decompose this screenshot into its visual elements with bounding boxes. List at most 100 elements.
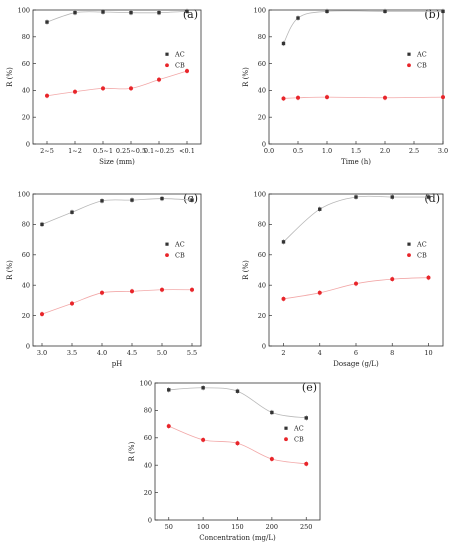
chart-4-series-AC-point-1 (201, 386, 205, 390)
chart-4-series-AC-point-2 (235, 389, 240, 393)
chart-3-series-CB-point-3 (390, 277, 395, 282)
chart-4-x-tick-label-1: 100 (197, 523, 209, 531)
chart-2-x-tick-label-2: 4.0 (97, 349, 107, 357)
chart-1-legend-AC-marker (407, 52, 411, 56)
chart-2-series-CB-point-4 (160, 287, 164, 292)
chart-0-series-AC-fit-line (46, 10, 188, 23)
chart-3-series-CB-point-1 (317, 290, 322, 295)
chart-1-x-tick-label-3: 1.5 (351, 147, 361, 155)
chart-1-series-CB-point-3 (383, 95, 387, 100)
chart-4-legend-CB-marker (284, 437, 288, 442)
chart-3-x-tick-label-0: 2 (281, 349, 285, 357)
chart-3-x-tick-label-4: 10 (424, 349, 432, 357)
chart-3-series-CB-fit-line (283, 277, 429, 300)
chart-2-series-AC-point-3 (130, 198, 134, 202)
chart-3-y-tick-label-5: 100 (254, 190, 266, 198)
chart-0-series-AC-point-5 (185, 9, 189, 14)
chart-4-y-tick-label-4: 80 (144, 407, 152, 415)
chart-3-legend-CB-label: CB (417, 251, 427, 259)
chart-2-y-tick-label-0: 0 (26, 342, 30, 350)
chart-0-x-tick-label-1: 1~2 (68, 147, 82, 155)
chart-0-series-AC-point-3 (129, 10, 133, 15)
chart-0-legend-AC-marker (165, 52, 169, 56)
chart-0-series-AC-point-0 (45, 20, 49, 24)
chart-4-x-axis-label: Concentration (mg/L) (199, 534, 276, 542)
chart-1-series-CB-point-2 (325, 95, 329, 100)
chart-0-series-CB-point-5 (185, 68, 189, 73)
chart-0-legend-CB-marker (165, 63, 169, 68)
chart-0-series-CB-point-4 (157, 77, 161, 82)
chart-2-x-tick-label-3: 4.5 (127, 349, 137, 357)
chart-3-y-tick-label-4: 80 (258, 221, 266, 229)
chart-2-series-CB-point-2 (100, 290, 104, 295)
chart-2-series-CB-fit-line (41, 289, 193, 315)
chart-3-series-AC-point-0 (281, 240, 286, 244)
chart-1-series-AC-point-1 (296, 16, 300, 20)
chart-2-y-tick-label-1: 20 (22, 312, 30, 320)
chart-3-x-tick-label-1: 4 (318, 349, 322, 357)
chart-0-x-axis-label: Size (mm) (99, 158, 135, 166)
chart-2-x-tick-label-4: 5.0 (157, 349, 167, 357)
chart-2-series-AC-point-0 (40, 222, 44, 227)
chart-1-x-tick-label-6: 3.0 (438, 147, 448, 155)
chart-0-x-tick-label-5: <0.1 (179, 147, 195, 155)
chart-0-legend-CB-label: CB (175, 62, 185, 70)
chart-1-series-AC-fit-line (283, 10, 443, 44)
chart-0-series-AC-point-1 (73, 10, 77, 15)
chart-3-x-tick-label-2: 6 (354, 349, 358, 357)
chart-1-series-AC-point-3 (383, 9, 387, 14)
chart-3-y-axis-label: R (%) (242, 260, 250, 280)
chart-3: 0 20 40 60 80 100 2 4 6 8 10 Dosage (g/L) R (%) (d) AC… (242, 190, 444, 368)
chart-4-legend-AC-marker (284, 426, 288, 430)
chart-3-series-AC-point-2 (354, 195, 358, 199)
chart-3-legend-AC-label: AC (416, 240, 427, 248)
chart-2-series-AC-fit-line (41, 198, 193, 225)
chart-2-y-tick-label-2: 40 (22, 282, 30, 290)
chart-3-series-CB-point-4 (426, 275, 431, 280)
chart-4-x-tick-label-2: 150 (231, 523, 243, 531)
chart-0-series-CB-point-3 (129, 86, 133, 91)
chart-0-series-AC-point-4 (157, 10, 161, 15)
chart-4-x-tick-label-0: 50 (165, 523, 173, 531)
chart-4-legend-CB-label: CB (294, 436, 304, 444)
chart-4-series-CB-point-2 (235, 441, 240, 446)
chart-4-series-CB-point-0 (166, 424, 171, 429)
chart-2-x-axis-label: pH (112, 360, 123, 368)
chart-4-legend-AC-label: AC (293, 425, 304, 433)
chart-4-plot-frame (154, 382, 321, 521)
chart-3-panel-label: (d) (424, 192, 440, 205)
chart-0: 0 20 40 60 80 100 2~5 1~2 0.5~1 0.25~0.50.1~0.25 <… (6, 6, 202, 166)
chart-4-series-AC-point-3 (270, 410, 274, 415)
chart-2-legend-CB-marker (165, 253, 169, 258)
chart-1-legend-AC-label: AC (416, 51, 427, 59)
chart-0-y-tick-label-0: 0 (26, 140, 30, 148)
chart-0-series-AC-point-2 (101, 10, 105, 14)
chart-2-legend-AC-label: AC (174, 240, 185, 248)
chart-1-y-tick-label-5: 100 (254, 6, 266, 14)
chart-2-series-CB-point-3 (130, 289, 134, 294)
chart-3-legend-CB-marker (407, 253, 411, 258)
chart-1-series-AC-point-2 (325, 9, 329, 14)
chart-2-y-axis-label: R (%) (6, 260, 14, 280)
chart-0-panel-label: (a) (183, 8, 198, 21)
chart-0-y-tick-label-2: 40 (22, 87, 30, 95)
chart-2-x-tick-label-5: 5.5 (187, 349, 197, 357)
chart-3-series-AC-point-1 (318, 207, 322, 211)
chart-1-x-tick-label-2: 1.0 (322, 147, 332, 155)
chart-4-series-AC-point-0 (167, 388, 171, 392)
chart-3-plot-frame (268, 193, 444, 347)
chart-2-series-AC-point-5 (190, 198, 194, 202)
chart-1-x-axis-label: Time (h) (341, 158, 371, 166)
chart-0-y-axis-label: R (%) (6, 67, 14, 87)
chart-3-x-axis-label: Dosage (g/L) (333, 360, 379, 368)
chart-3-legend-AC-marker (407, 242, 411, 246)
chart-4-y-tick-label-2: 40 (144, 462, 152, 470)
chart-3-series-AC-point-4 (426, 195, 431, 199)
chart-0-x-tick-label-3: 0.25~0.5 (116, 147, 146, 155)
chart-1-series-AC-point-4 (441, 9, 445, 14)
chart-3-y-tick-label-2: 40 (258, 282, 266, 290)
chart-1-plot-frame (268, 9, 444, 145)
chart-2-x-tick-label-1: 3.5 (67, 349, 77, 357)
chart-1-legend-CB-marker (407, 63, 411, 68)
chart-2-y-tick-label-5: 100 (18, 190, 30, 198)
